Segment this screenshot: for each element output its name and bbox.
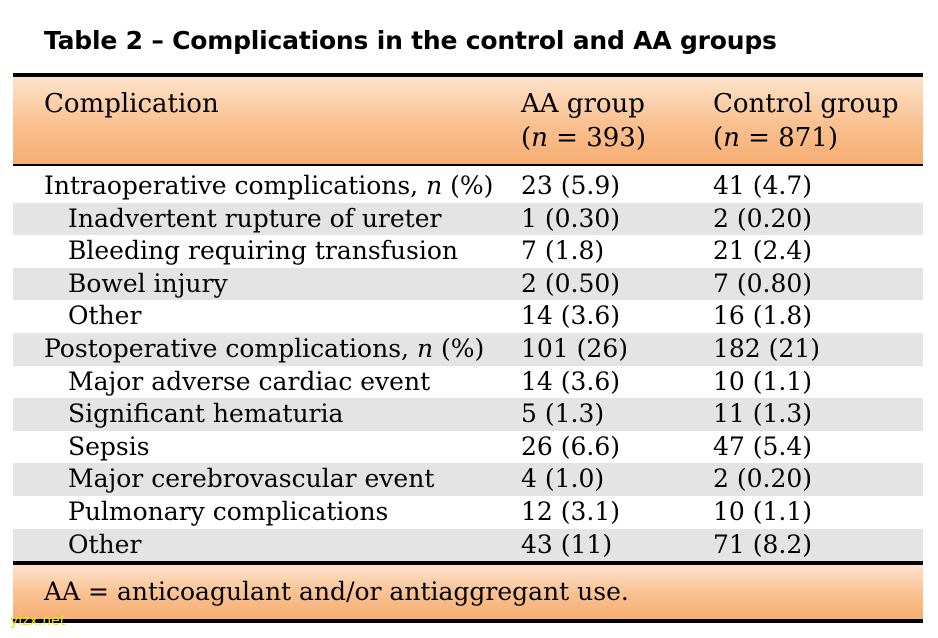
row-aa-value: 5 (1.3) (521, 399, 605, 429)
table-row: Major cerebrovascular event 4 (1.0) 2 (0… (13, 463, 923, 496)
header-complication: Complication (44, 89, 219, 119)
table-row: Postoperative complications, n (%) 101 (… (13, 332, 923, 366)
footnote: AA = anticoagulant and/or antiaggregant … (44, 577, 629, 607)
row-label: Other (68, 529, 142, 559)
row-aa-value: 101 (26) (521, 333, 628, 363)
row-aa-value: 14 (3.6) (521, 366, 621, 396)
table-row: Bleeding requiring transfusion 7 (1.8) 2… (13, 235, 923, 268)
row-control-value: 2 (0.20) (713, 203, 813, 233)
row-label: Intraoperative complications, n (%) (44, 171, 494, 200)
row-aa-value: 43 (11) (521, 529, 613, 559)
row-label: Bowel injury (68, 268, 228, 298)
table-footer: AA = anticoagulant and/or antiaggregant … (13, 565, 923, 620)
row-label: Pulmonary complications (68, 496, 389, 526)
row-control-value: 7 (0.80) (713, 268, 813, 298)
table-row: Significant hematuria 5 (1.3) 11 (1.3) (13, 398, 923, 431)
row-label: Inadvertent rupture of ureter (68, 203, 442, 233)
row-label: Postoperative complications, n (%) (44, 333, 485, 363)
row-aa-value: 23 (5.9) (521, 171, 621, 200)
row-label: Other (68, 301, 142, 331)
row-label: Major cerebrovascular event (68, 464, 435, 494)
header-aa-count: (n = 393) (521, 123, 646, 153)
row-control-value: 10 (1.1) (713, 366, 813, 396)
table-header: Complication AA group (n = 393) Control … (13, 77, 923, 164)
header-control-label: Control group (713, 89, 899, 119)
row-aa-value: 7 (1.8) (521, 236, 605, 266)
row-aa-value: 14 (3.6) (521, 301, 621, 331)
row-control-value: 10 (1.1) (713, 496, 813, 526)
row-aa-value: 4 (1.0) (521, 464, 605, 494)
row-label: Bleeding requiring transfusion (68, 236, 459, 266)
row-control-value: 71 (8.2) (713, 529, 813, 559)
row-control-value: 41 (4.7) (713, 171, 813, 200)
header-aa-group: AA group (n = 393) (521, 87, 646, 155)
row-control-value: 21 (2.4) (713, 236, 813, 266)
row-label: Sepsis (68, 431, 150, 461)
row-aa-value: 12 (3.1) (521, 496, 621, 526)
table-title: Table 2 – Complications in the control a… (44, 26, 777, 55)
table-row: Intraoperative complications, n (%) 23 (… (13, 170, 923, 203)
row-aa-value: 1 (0.30) (521, 203, 621, 233)
table-row: Bowel injury 2 (0.50) 7 (0.80) (13, 267, 923, 301)
complications-table: Complication AA group (n = 393) Control … (13, 73, 923, 624)
row-control-value: 2 (0.20) (713, 464, 813, 494)
table-row: Major adverse cardiac event 14 (3.6) 10 … (13, 366, 923, 399)
watermark: yizx.net (10, 613, 66, 629)
bottom-rule (13, 619, 923, 624)
table-row: Other 43 (11) 71 (8.2) (13, 528, 923, 562)
row-control-value: 182 (21) (713, 333, 820, 363)
header-control-group: Control group (n = 871) (713, 87, 899, 155)
row-label: Major adverse cardiac event (68, 366, 431, 396)
table-row: Pulmonary complications 12 (3.1) 10 (1.1… (13, 496, 923, 529)
row-label: Significant hematuria (68, 399, 344, 429)
row-aa-value: 26 (6.6) (521, 431, 621, 461)
body-bottom-rule (13, 561, 923, 566)
header-rule (13, 164, 923, 166)
table-body: Intraoperative complications, n (%) 23 (… (13, 166, 923, 562)
top-rule (13, 73, 923, 77)
row-aa-value: 2 (0.50) (521, 268, 621, 298)
table-row: Other 14 (3.6) 16 (1.8) (13, 300, 923, 333)
table-row: Sepsis 26 (6.6) 47 (5.4) (13, 431, 923, 464)
header-control-count: (n = 871) (713, 123, 838, 153)
row-control-value: 16 (1.8) (713, 301, 813, 331)
table-row: Inadvertent rupture of ureter 1 (0.30) 2… (13, 202, 923, 236)
row-control-value: 47 (5.4) (713, 431, 813, 461)
header-aa-label: AA group (521, 89, 645, 119)
row-control-value: 11 (1.3) (713, 399, 813, 429)
